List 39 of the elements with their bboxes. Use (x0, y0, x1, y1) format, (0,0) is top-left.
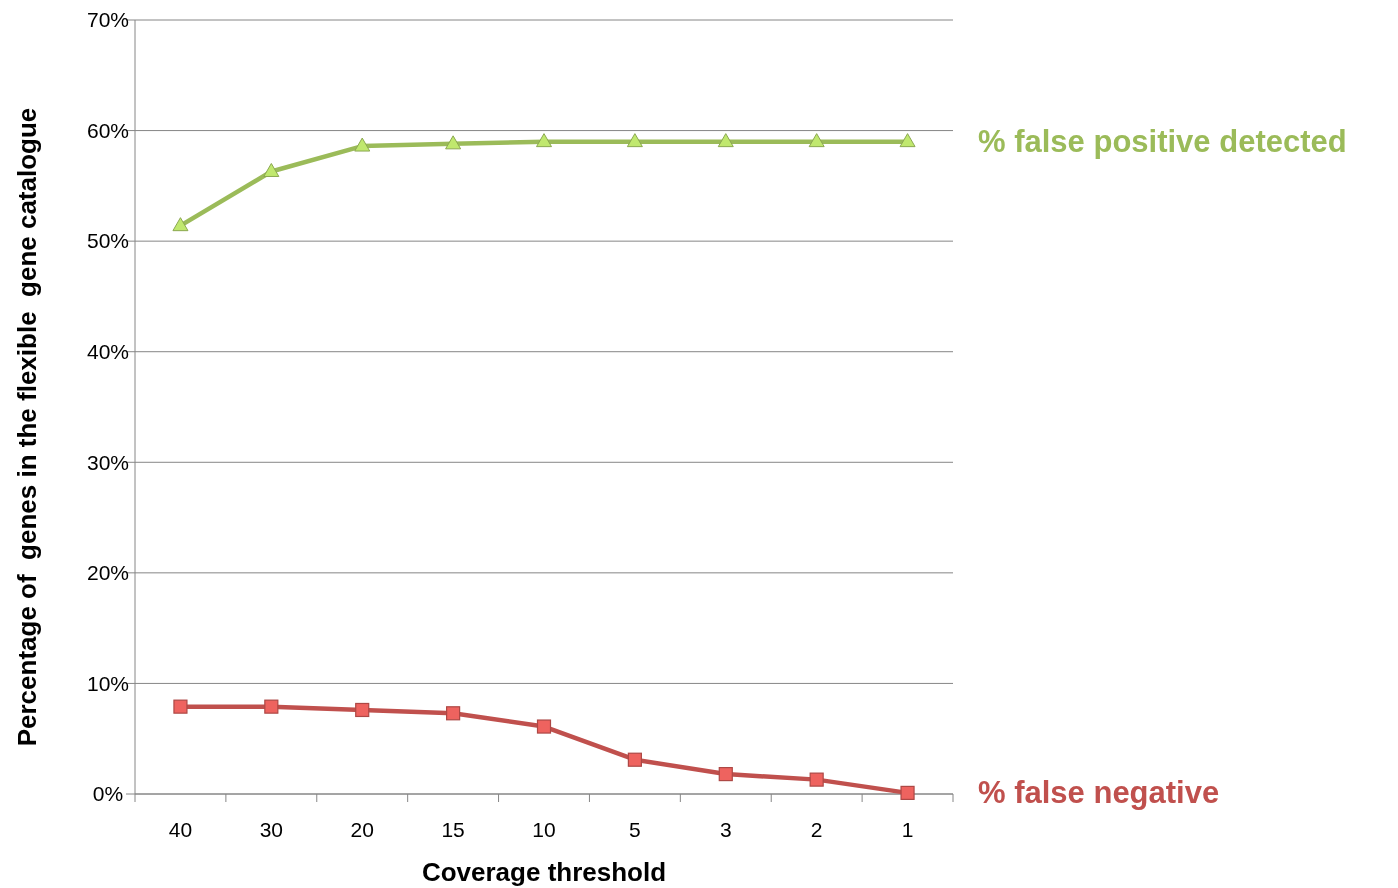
x-tick-label: 3 (719, 818, 732, 841)
text: % false negative (978, 774, 1220, 810)
point (627, 752, 642, 767)
y-tick-label: 60% (86, 118, 130, 142)
point (808, 133, 825, 148)
point (900, 785, 915, 800)
y-axis-title: Percentage of genes in the flexible gene catalogue (12, 107, 42, 747)
x-tick-label: 2 (810, 818, 823, 841)
point (264, 699, 279, 714)
y-tick-label: 30% (86, 450, 130, 474)
x-tick-label: 30 (259, 818, 284, 841)
x-tick-label: 5 (629, 818, 641, 841)
point (626, 133, 643, 148)
x-tick-label: 20 (350, 818, 374, 841)
point (355, 702, 370, 718)
x-axis-title: Coverage threshold (421, 857, 667, 887)
y-tick-label: 40% (86, 340, 130, 364)
y-tick-label: 10% (86, 671, 130, 695)
y-tick-label: 20% (86, 561, 130, 585)
point (263, 162, 280, 177)
point (718, 767, 733, 782)
x-tick-label: 15 (441, 818, 465, 841)
point (173, 699, 188, 714)
point (536, 133, 552, 148)
point (899, 133, 916, 148)
point (172, 217, 189, 232)
x-tick-label: 1 (901, 818, 914, 841)
point (354, 137, 371, 152)
y-tick-label: 50% (86, 229, 130, 253)
y-tick-label: 70% (86, 8, 130, 32)
point (446, 706, 461, 721)
point (445, 135, 462, 150)
point (809, 772, 824, 787)
x-tick-label: 10 (532, 818, 556, 841)
y-tick-label: 0% (92, 782, 124, 806)
x-tick-label: 40 (168, 818, 193, 841)
point (536, 719, 552, 734)
text: % false positive detected (978, 123, 1347, 159)
point (717, 133, 734, 148)
